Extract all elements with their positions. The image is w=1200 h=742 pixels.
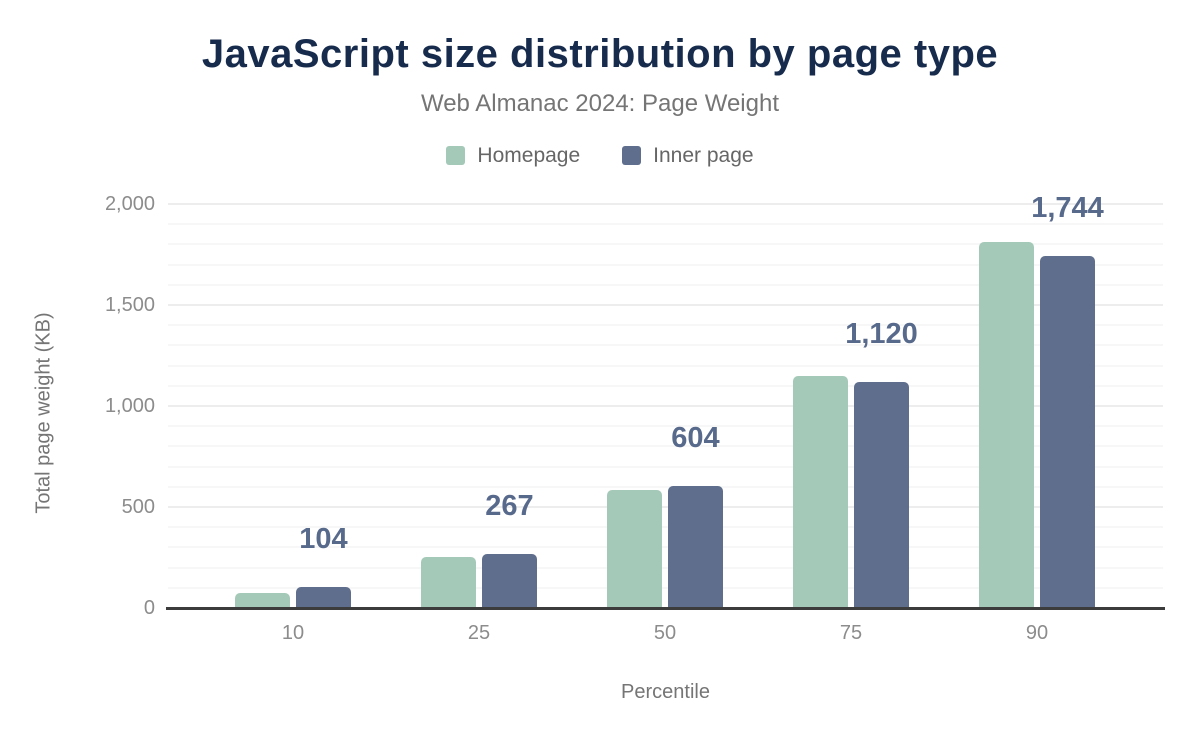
- gridline-minor: [168, 365, 1163, 367]
- bar-inner-page-p75[interactable]: [854, 382, 909, 608]
- y-tick-label: 2,000: [104, 193, 155, 215]
- legend: Homepage Inner page: [0, 142, 1200, 168]
- gridline-major: [168, 203, 1163, 205]
- legend-swatch-icon: [622, 145, 642, 165]
- gridline-minor: [168, 526, 1163, 528]
- bar-inner-page-p10[interactable]: [296, 587, 351, 608]
- x-tick-label-p50: 50: [653, 622, 677, 644]
- x-tick-label-p25: 25: [467, 622, 491, 644]
- legend-item-homepage[interactable]: Homepage: [446, 145, 580, 166]
- bar-homepage-p25[interactable]: [421, 557, 476, 608]
- bar-homepage-p75[interactable]: [793, 376, 848, 608]
- x-axis-title: Percentile: [621, 681, 710, 703]
- bar-inner-page-p90[interactable]: [1040, 256, 1095, 608]
- chart-title: JavaScript size distribution by page typ…: [201, 32, 999, 76]
- y-tick-label: 0: [143, 597, 155, 619]
- y-tick-label: 500: [121, 496, 155, 518]
- gridline-major: [168, 405, 1163, 407]
- legend-item-inner-page[interactable]: Inner page: [622, 143, 754, 167]
- gridline-minor: [168, 243, 1163, 245]
- gridline-minor: [168, 466, 1163, 468]
- gridline-minor: [168, 567, 1163, 569]
- x-tick-label-p10: 10: [281, 622, 305, 644]
- legend-label: Inner page: [653, 143, 754, 167]
- gridline-minor: [168, 425, 1163, 427]
- value-label-p90: 1,744: [1031, 192, 1104, 224]
- bar-homepage-p10[interactable]: [235, 593, 290, 608]
- gridline-minor: [168, 344, 1163, 346]
- x-axis-line: [166, 607, 1165, 610]
- gridline-minor: [168, 385, 1163, 387]
- x-tick-label-p75: 75: [839, 622, 863, 644]
- bar-inner-page-p25[interactable]: [482, 554, 537, 608]
- x-tick-label-p90: 90: [1025, 622, 1049, 644]
- value-label-p10: 104: [299, 523, 348, 555]
- gridline-minor: [168, 445, 1163, 447]
- bar-homepage-p50[interactable]: [607, 490, 662, 608]
- gridline-minor: [168, 264, 1163, 266]
- gridline-minor: [168, 324, 1163, 326]
- value-label-p50: 604: [671, 422, 720, 454]
- gridline-minor: [168, 284, 1163, 286]
- gridline-minor: [168, 223, 1163, 225]
- bar-homepage-p90[interactable]: [979, 242, 1034, 608]
- y-axis-title-text: Total page weight (KB): [32, 312, 55, 514]
- y-tick-label: 1,000: [104, 395, 155, 417]
- gridline-minor: [168, 587, 1163, 589]
- gridline-major: [168, 506, 1163, 508]
- bar-inner-page-p50[interactable]: [668, 486, 723, 608]
- chart-subtitle: Web Almanac 2024: Page Weight: [420, 90, 779, 117]
- legend-swatch-icon: [446, 145, 466, 165]
- value-label-p25: 267: [485, 490, 534, 522]
- y-tick-label: 1,500: [104, 294, 155, 316]
- gridline-minor: [168, 546, 1163, 548]
- gridline-major: [168, 304, 1163, 306]
- value-label-p75: 1,120: [845, 318, 918, 350]
- legend-label: Homepage: [477, 143, 581, 167]
- gridline-minor: [168, 486, 1163, 488]
